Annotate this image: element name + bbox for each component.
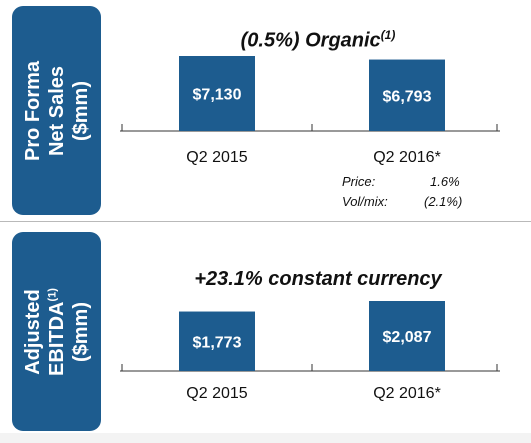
bar-data-label: $6,793 [383,88,432,105]
bar-data-label: $7,130 [193,87,242,104]
volmix-label: Vol/mix: [342,194,388,209]
net-sales-headline-text: (0.5%) Organic [240,29,381,52]
category-tick-label: Q2 2015 [186,149,247,166]
net-sales-chart: $7,130 Q2 2015 $6,793 Q2 2016* [120,56,500,166]
price-value: 1.6% [430,174,460,189]
volmix-value: (2.1%) [424,194,463,209]
bar [369,301,445,371]
category-tick-label: Q2 2016* [373,385,441,402]
bar [369,59,445,132]
net-sales-panel: Pro Forma Net Sales ($mm) (0.5%) Organic… [12,6,518,215]
price-label: Price: [342,174,376,189]
footer-band [0,433,531,443]
bar-data-label: $1,773 [193,334,242,351]
category-tick-label: Q2 2016* [373,149,441,166]
ebitda-panel: Adjusted EBITDA(1) ($mm) +23.1% constant… [0,226,531,443]
category-tick-label: Q2 2015 [186,385,247,402]
net-sales-headline: (0.5%) Organic(1) [118,28,518,53]
net-sales-headline-footnote: (1) [380,28,396,42]
ebitda-headline: +23.1% constant currency [194,268,442,290]
panel-divider [0,221,531,222]
net-sales-side-label: Pro Forma Net Sales ($mm) [12,6,101,215]
ebitda-chart: $1,773 Q2 2015 $2,087 Q2 2016* [120,301,500,402]
ebitda-side-label: Adjusted EBITDA(1) ($mm) [12,232,101,431]
bar [179,56,255,131]
bar [179,311,255,371]
bar-data-label: $2,087 [383,329,432,346]
